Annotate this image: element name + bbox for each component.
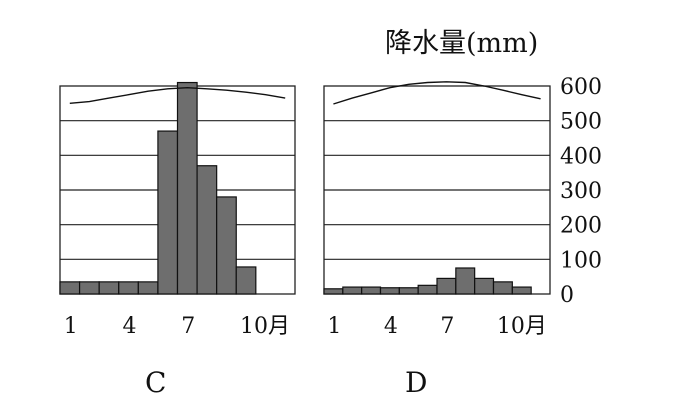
x-tick-label: 4 (123, 314, 137, 339)
precipitation-bar (78, 281, 100, 295)
x-tick-label: 10月 (240, 314, 290, 339)
y-tick-label: 0 (560, 283, 574, 308)
precipitation-bar (98, 281, 120, 295)
x-tick-label: 4 (384, 314, 398, 339)
precipitation-bar (59, 281, 81, 295)
x-tick-label: 1 (327, 314, 341, 339)
precipitation-bar (176, 81, 198, 295)
temperature-curve (333, 81, 541, 105)
precipitation-bar (361, 286, 382, 295)
precipitation-bar (196, 165, 218, 295)
chart-label: C (145, 366, 166, 399)
precipitation-bar (323, 288, 344, 295)
precipitation-bar (492, 281, 513, 295)
x-tick-label: 10月 (497, 314, 547, 339)
precipitation-bar (417, 284, 438, 295)
x-tick-label: 7 (440, 314, 454, 339)
precipitation-bar (455, 267, 476, 295)
x-tick-label: 7 (181, 314, 195, 339)
precipitation-bar (436, 277, 457, 295)
x-tick-label: 1 (64, 314, 78, 339)
precipitation-bar (342, 286, 363, 295)
y-tick-label: 600 (560, 75, 602, 100)
y-tick-label: 200 (560, 214, 602, 239)
precipitation-bar (137, 281, 159, 295)
temperature-curve (69, 86, 286, 104)
precipitation-bar (157, 130, 179, 295)
precipitation-bar (474, 277, 495, 295)
chart-label: D (405, 366, 427, 399)
precipitation-bar (235, 266, 257, 295)
precipitation-bar (216, 196, 237, 295)
y-tick-label: 100 (560, 248, 602, 273)
precipitation-bar (398, 287, 419, 295)
precipitation-bar (118, 281, 139, 295)
precipitation-bar (379, 287, 400, 295)
y-tick-label: 500 (560, 110, 602, 135)
y-axis-title: 降水量(mm) (385, 28, 538, 59)
precipitation-bar (511, 286, 532, 295)
y-tick-label: 300 (560, 179, 602, 204)
y-tick-label: 400 (560, 144, 602, 169)
